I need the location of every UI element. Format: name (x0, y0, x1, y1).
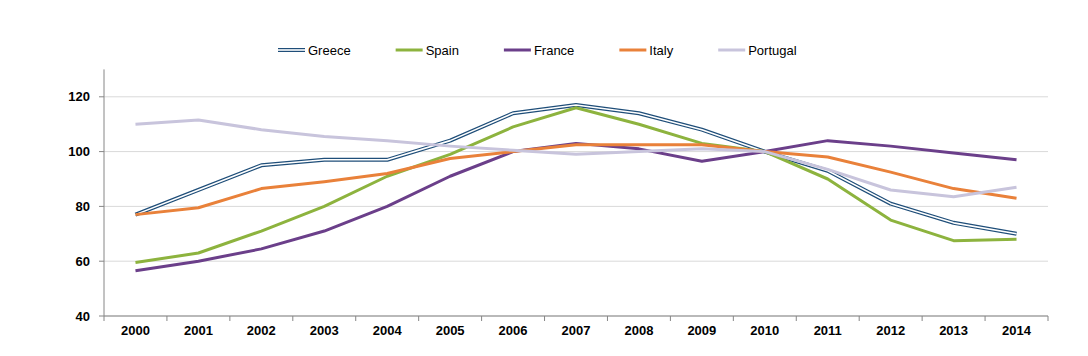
x-tick (985, 316, 986, 321)
y-tick-label: 100 (68, 144, 90, 159)
x-tick-label: 2008 (624, 323, 653, 338)
grid-line (104, 151, 1048, 152)
legend-swatch (619, 49, 646, 52)
series-line (135, 120, 1016, 197)
x-tick (670, 316, 671, 321)
grid-line (104, 316, 1048, 317)
legend-label: Spain (426, 43, 459, 58)
x-tick-label: 2009 (687, 323, 716, 338)
x-tick-label: 2000 (121, 323, 150, 338)
x-tick-label: 2011 (814, 323, 842, 338)
x-tick (229, 316, 230, 321)
x-tick (607, 316, 608, 321)
x-tick (481, 316, 482, 321)
y-tick (99, 151, 104, 152)
x-tick (544, 316, 545, 321)
x-axis (104, 316, 1048, 317)
y-tick (99, 206, 104, 207)
y-tick-label: 60 (76, 254, 90, 269)
series-line (135, 141, 1016, 271)
y-tick (99, 261, 104, 262)
chart: 40 60 80 100 120 2000 2001 2002 2003 2004 2005 2006… (0, 0, 1088, 356)
x-tick-label: 2013 (939, 323, 968, 338)
x-tick (355, 316, 356, 321)
y-axis (104, 69, 105, 316)
grid-line (104, 96, 1048, 97)
x-tick (859, 316, 860, 321)
x-tick-label: 2012 (876, 323, 905, 338)
legend-swatch (396, 49, 423, 52)
x-tick (796, 316, 797, 321)
legend: Greece Spain France Italy Portugal (278, 43, 797, 58)
y-tick-label: 40 (76, 309, 90, 324)
x-tick-label: 2006 (499, 323, 528, 338)
x-tick (292, 316, 293, 321)
legend-label: Italy (649, 43, 673, 58)
x-tick-label: 2005 (436, 323, 465, 338)
legend-label: Portugal (748, 43, 797, 58)
x-tick-label: 2014 (1002, 323, 1032, 338)
x-tick-label: 2010 (750, 323, 779, 338)
x-tick-label: 2001 (184, 323, 213, 338)
x-tick (166, 316, 167, 321)
x-tick-label: 2003 (310, 323, 339, 338)
y-tick (99, 316, 104, 317)
x-tick (1048, 316, 1049, 321)
y-tick-label: 120 (68, 89, 90, 104)
legend-label: France (534, 43, 574, 58)
legend-swatch (718, 49, 745, 52)
series-line (135, 108, 1016, 263)
x-tick (922, 316, 923, 321)
x-tick (418, 316, 419, 321)
x-tick (104, 316, 105, 321)
legend-swatch (504, 49, 531, 52)
legend-swatch (278, 48, 305, 52)
x-tick-label: 2004 (373, 323, 403, 338)
x-tick-label: 2007 (562, 323, 591, 338)
plot-area (135, 105, 1016, 271)
legend-swatch-inner (278, 49, 305, 51)
x-tick-label: 2002 (247, 323, 276, 338)
y-tick (99, 96, 104, 97)
y-tick-label: 80 (76, 199, 90, 214)
legend-label: Greece (308, 43, 351, 58)
x-tick (733, 316, 734, 321)
grid-line (104, 261, 1048, 262)
